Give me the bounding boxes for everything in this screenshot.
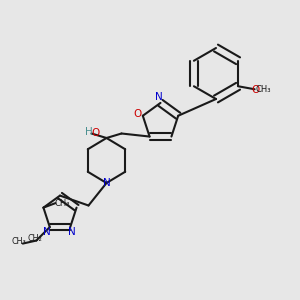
Text: CH₃: CH₃ xyxy=(12,237,26,246)
Text: N: N xyxy=(155,92,163,103)
Text: O: O xyxy=(92,128,100,139)
Text: N: N xyxy=(103,178,110,188)
Text: O: O xyxy=(251,85,260,94)
Text: CH₃: CH₃ xyxy=(54,199,70,208)
Text: CH₃: CH₃ xyxy=(255,85,271,94)
Text: H: H xyxy=(85,127,92,137)
Text: N: N xyxy=(43,227,51,238)
Text: CH₂: CH₂ xyxy=(27,234,42,243)
Text: O: O xyxy=(133,109,142,119)
Text: N: N xyxy=(68,227,76,238)
